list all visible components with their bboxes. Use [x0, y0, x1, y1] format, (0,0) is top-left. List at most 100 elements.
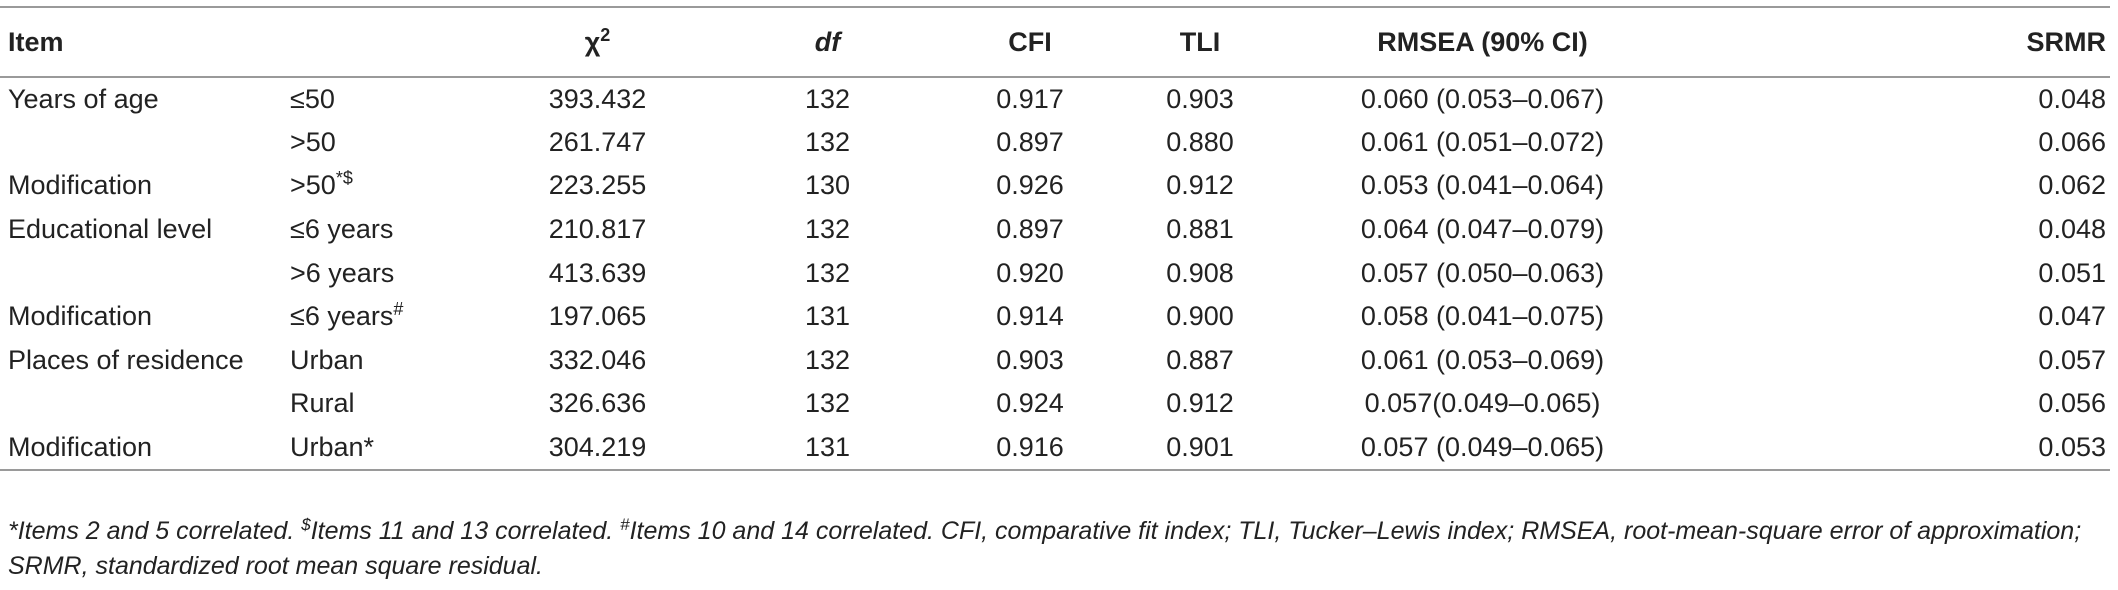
df-cell-text: 132 [804, 257, 851, 288]
chi-square-cell-text: 223.255 [548, 170, 647, 201]
chi-square-cell: 210.817 [485, 208, 710, 252]
df-cell-text: 132 [804, 388, 851, 419]
cfi-cell: 0.914 [945, 295, 1115, 339]
header-group [290, 6, 485, 78]
item-cell-text: Places of residence [8, 344, 244, 375]
rmsea-cell-text: 0.064 (0.047–0.079) [1360, 214, 1605, 245]
table-body: Years of age ≤50 393.432 132 0.917 0.903 0.060… [0, 77, 2110, 471]
df-cell: 131 [710, 425, 945, 471]
item-cell: Places of residence [0, 339, 290, 383]
srmr-cell: 0.051 [1680, 251, 2110, 295]
cfi-cell: 0.916 [945, 425, 1115, 471]
group-cell-text: >50 [290, 170, 336, 201]
chi-square-cell-text: 332.046 [548, 344, 647, 375]
chi-square-cell-text: 261.747 [548, 126, 647, 157]
item-cell [0, 251, 290, 295]
srmr-cell-text: 0.047 [2038, 301, 2106, 332]
rmsea-cell: 0.057 (0.050–0.063) [1285, 251, 1680, 295]
srmr-cell-text: 0.056 [2038, 388, 2106, 419]
tli-cell-text: 0.887 [1166, 344, 1234, 375]
cfi-cell: 0.917 [945, 77, 1115, 121]
srmr-cell-text: 0.053 [2038, 431, 2106, 462]
df-cell: 132 [710, 382, 945, 426]
chi-square-cell: 261.747 [485, 121, 710, 165]
tli-cell: 0.887 [1115, 339, 1285, 383]
tli-cell: 0.880 [1115, 121, 1285, 165]
footnote-part-2: Items 11 and 13 correlated. [310, 517, 621, 545]
df-cell: 130 [710, 164, 945, 208]
header-chi-symbol: χ [584, 26, 601, 57]
item-cell-text: Modification [8, 301, 153, 332]
chi-square-cell: 197.065 [485, 295, 710, 339]
tli-cell: 0.901 [1115, 425, 1285, 471]
cfi-cell-text: 0.903 [996, 344, 1064, 375]
df-cell: 132 [710, 121, 945, 165]
cfi-cell-text: 0.924 [996, 388, 1064, 419]
srmr-cell: 0.056 [1680, 382, 2110, 426]
df-cell-text: 132 [804, 214, 851, 245]
tli-cell-text: 0.880 [1166, 126, 1234, 157]
header-df: df [710, 6, 945, 78]
header-srmr: SRMR [1680, 6, 2110, 78]
chi-square-cell: 223.255 [485, 164, 710, 208]
df-cell-text: 130 [804, 170, 851, 201]
tli-cell: 0.903 [1115, 77, 1285, 121]
cfi-cell-text: 0.917 [996, 83, 1064, 114]
group-cell: ≤6 years# [290, 295, 485, 339]
rmsea-cell-text: 0.058 (0.041–0.075) [1360, 301, 1605, 332]
footnote-hash-mark: # [620, 515, 630, 534]
df-cell: 131 [710, 295, 945, 339]
cfi-cell-text: 0.916 [996, 431, 1064, 462]
table-row: Modification Urban* 304.219 131 0.916 0.901 0.… [0, 425, 2110, 471]
group-cell-text: >50 [290, 126, 336, 157]
group-cell: ≤50 [290, 77, 485, 121]
tli-cell-text: 0.881 [1166, 214, 1234, 245]
header-df-label: df [814, 26, 841, 57]
srmr-cell-text: 0.066 [2038, 126, 2106, 157]
group-cell: ≤6 years [290, 208, 485, 252]
item-cell: Educational level [0, 208, 290, 252]
rmsea-cell: 0.057 (0.049–0.065) [1285, 425, 1680, 471]
header-chi-superscript: 2 [600, 24, 611, 45]
rmsea-cell-text: 0.061 (0.051–0.072) [1360, 126, 1605, 157]
rmsea-cell: 0.053 (0.041–0.064) [1285, 164, 1680, 208]
srmr-cell-text: 0.051 [2038, 257, 2106, 288]
rmsea-cell-text: 0.060 (0.053–0.067) [1360, 83, 1605, 114]
header-rmsea: RMSEA (90% CI) [1285, 6, 1680, 78]
df-cell-text: 132 [804, 344, 851, 375]
srmr-cell-text: 0.057 [2038, 344, 2106, 375]
group-cell: Rural [290, 382, 485, 426]
cfi-cell-text: 0.920 [996, 257, 1064, 288]
tli-cell-text: 0.912 [1166, 388, 1234, 419]
srmr-cell: 0.047 [1680, 295, 2110, 339]
chi-square-cell: 332.046 [485, 339, 710, 383]
cfi-cell: 0.897 [945, 121, 1115, 165]
rmsea-cell: 0.061 (0.053–0.069) [1285, 339, 1680, 383]
df-cell-text: 131 [804, 431, 851, 462]
rmsea-cell-text: 0.057 (0.049–0.065) [1360, 431, 1605, 462]
tli-cell-text: 0.912 [1166, 170, 1234, 201]
srmr-cell: 0.048 [1680, 208, 2110, 252]
rmsea-cell-text: 0.057(0.049–0.065) [1364, 388, 1601, 419]
group-footnote-mark: # [393, 299, 404, 320]
df-cell: 132 [710, 251, 945, 295]
chi-square-cell: 393.432 [485, 77, 710, 121]
rmsea-cell-text: 0.057 (0.050–0.063) [1360, 257, 1605, 288]
item-cell-text: Modification [8, 431, 153, 462]
tli-cell-text: 0.900 [1166, 301, 1234, 332]
group-cell: >50*$ [290, 164, 485, 208]
srmr-cell: 0.057 [1680, 339, 2110, 383]
df-cell: 132 [710, 77, 945, 121]
cfi-cell: 0.924 [945, 382, 1115, 426]
srmr-cell: 0.048 [1680, 77, 2110, 121]
footnote-dollar-mark: $ [301, 515, 311, 534]
table-row: >6 years 413.639 132 0.920 0.908 0.057 (0.050… [0, 251, 2110, 295]
tli-cell: 0.881 [1115, 208, 1285, 252]
df-cell: 132 [710, 339, 945, 383]
group-cell-text: ≤50 [290, 83, 335, 114]
group-cell: Urban* [290, 425, 485, 471]
chi-square-cell: 326.636 [485, 382, 710, 426]
item-cell [0, 382, 290, 426]
item-cell-text: Educational level [8, 214, 213, 245]
